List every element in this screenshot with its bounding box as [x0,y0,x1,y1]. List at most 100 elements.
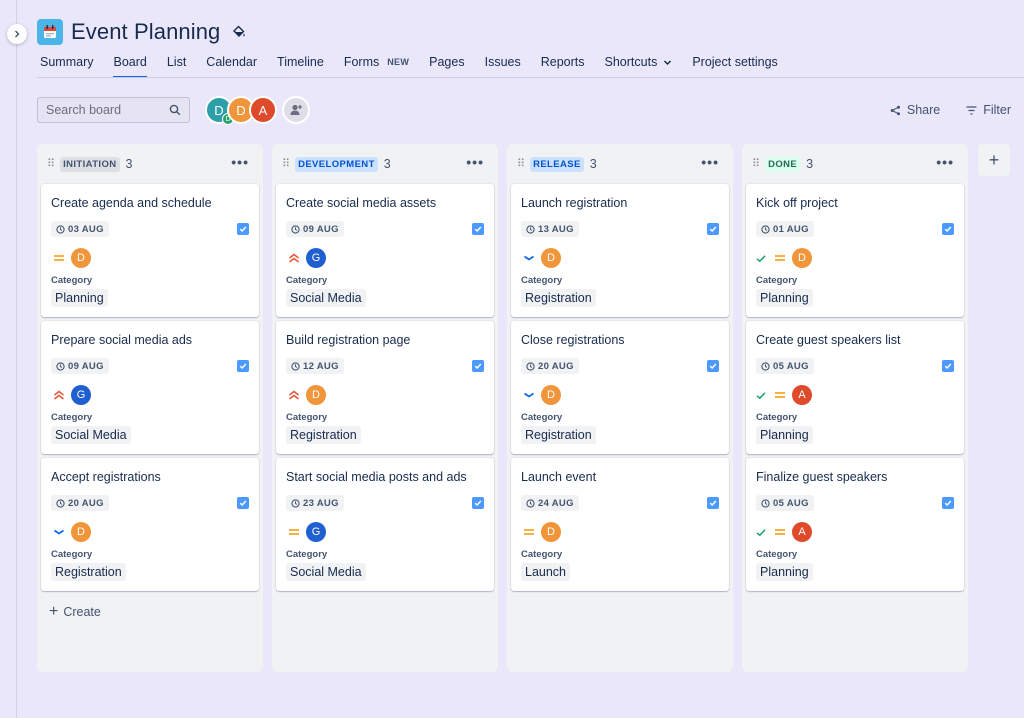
more-options-icon[interactable]: ••• [936,154,954,170]
assignee-avatar[interactable]: D [541,248,561,268]
drag-handle-icon[interactable]: ⠿ [282,157,290,170]
tab-forms[interactable]: Forms NEW [344,52,409,78]
assignee-avatar[interactable]: D [306,385,326,405]
priority-indicator [521,254,537,262]
share-button[interactable]: Share [890,103,940,117]
more-options-icon[interactable]: ••• [701,154,719,170]
category-value: Launch [521,563,571,581]
assignee-avatar[interactable]: A [792,522,812,542]
assignee-avatar[interactable]: D [71,248,91,268]
task-checkbox[interactable] [472,497,484,509]
chevron-right-icon [15,30,20,38]
assignee-avatar[interactable]: G [306,248,326,268]
column-header[interactable]: ⠿ INITIATION 3 ••• [41,144,259,184]
column-header[interactable]: ⠿ RELEASE 3 ••• [511,144,729,184]
card-title: Close registrations [521,333,625,347]
task-checkbox[interactable] [237,497,249,509]
tab-list[interactable]: List [166,55,187,69]
issue-card[interactable]: Finalize guest speakers 05 AUG A Categor… [746,458,964,591]
issue-card[interactable]: Accept registrations 20 AUG D Category R… [41,458,259,591]
priority-high-icon [54,390,64,400]
assignee-avatar[interactable]: G [306,522,326,542]
issue-card[interactable]: Create social media assets 09 AUG G Cate… [276,184,494,317]
expand-sidebar-button[interactable] [7,24,27,44]
task-checkbox[interactable] [942,497,954,509]
priority-indicator [772,254,788,262]
column-header[interactable]: ⠿ DONE 3 ••• [746,144,964,184]
due-date-text: 03 AUG [68,223,104,235]
paint-bucket-icon[interactable] [232,25,246,39]
task-checkbox[interactable] [237,223,249,235]
issue-card[interactable]: Launch event 24 AUG D Category Launch [511,458,729,591]
avatar[interactable]: A [249,96,277,124]
task-checkbox[interactable] [707,497,719,509]
tab-issues[interactable]: Issues [484,55,521,69]
column-header[interactable]: ⠿ DEVELOPMENT 3 ••• [276,144,494,184]
more-options-icon[interactable]: ••• [466,154,484,170]
add-people-button[interactable] [282,96,310,124]
tab-summary[interactable]: Summary [40,55,94,69]
clock-icon [291,498,300,508]
tab-pages[interactable]: Pages [429,55,465,69]
tab-reports[interactable]: Reports [540,55,585,69]
card-title: Accept registrations [51,470,161,484]
issue-card[interactable]: Prepare social media ads 09 AUG G Catego… [41,321,259,454]
column-status-lozenge: DONE [765,156,801,172]
checkmark-icon [709,363,717,370]
drag-handle-icon[interactable]: ⠿ [752,157,760,170]
create-issue-button[interactable]: + Create [49,603,101,620]
checkmark-icon [944,363,952,370]
issue-card[interactable]: Close registrations 20 AUG D Category Re… [511,321,729,454]
tab-shortcuts[interactable]: Shortcuts [605,52,673,78]
assignee-avatar[interactable]: D [541,385,561,405]
filter-button[interactable]: Filter [966,103,1011,117]
task-checkbox[interactable] [942,360,954,372]
search-input[interactable] [46,103,156,117]
priority-medium-icon [775,392,785,398]
due-date-text: 01 AUG [773,223,809,235]
issue-card[interactable]: Kick off project 01 AUG D Category Plann… [746,184,964,317]
issue-card[interactable]: Create agenda and schedule 03 AUG D Cate… [41,184,259,317]
assignee-avatar[interactable]: G [71,385,91,405]
tab-calendar[interactable]: Calendar [206,55,258,69]
task-checkbox[interactable] [472,360,484,372]
due-date-text: 13 AUG [538,223,574,235]
due-date-badge: 03 AUG [51,221,109,237]
drag-handle-icon[interactable]: ⠿ [517,157,525,170]
issue-card[interactable]: Start social media posts and ads 23 AUG … [276,458,494,591]
tab-timeline[interactable]: Timeline [277,55,324,69]
due-date-badge: 09 AUG [286,221,344,237]
add-person-icon [290,104,302,115]
drag-handle-icon[interactable]: ⠿ [47,157,55,170]
checkmark-icon [474,226,482,233]
category-label: Category [521,412,563,423]
search-board-box[interactable] [37,97,190,123]
category-label: Category [756,275,798,286]
board-actions: Share Filter [864,103,1011,117]
issue-card[interactable]: Launch registration 13 AUG D Category Re… [511,184,729,317]
category-value: Social Media [51,426,131,444]
task-checkbox[interactable] [707,223,719,235]
due-date-badge: 12 AUG [286,358,344,374]
priority-low-icon [524,392,534,398]
checkmark-icon [474,500,482,507]
add-column-button[interactable]: + [978,144,1010,176]
task-checkbox[interactable] [707,360,719,372]
assignee-avatar[interactable]: D [541,522,561,542]
assignee-avatar[interactable]: A [792,385,812,405]
assignee-avatar[interactable]: D [792,248,812,268]
due-date-badge: 23 AUG [286,495,344,511]
more-options-icon[interactable]: ••• [231,154,249,170]
card-title: Create guest speakers list [756,333,901,347]
task-checkbox[interactable] [472,223,484,235]
task-checkbox[interactable] [237,360,249,372]
tab-board[interactable]: Board [113,52,148,78]
task-checkbox[interactable] [942,223,954,235]
category-label: Category [51,549,93,560]
done-indicator [756,391,766,400]
assignee-avatar[interactable]: D [71,522,91,542]
issue-card[interactable]: Create guest speakers list 05 AUG A Cate… [746,321,964,454]
clock-icon [761,361,770,371]
issue-card[interactable]: Build registration page 12 AUG D Categor… [276,321,494,454]
tab-project-settings[interactable]: Project settings [692,55,778,69]
